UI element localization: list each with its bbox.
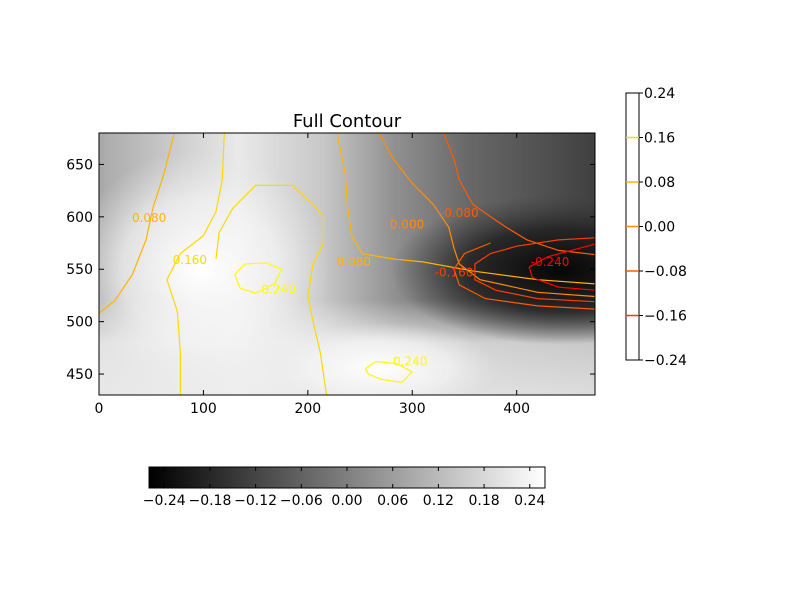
- heatmap-dark-region: [390, 195, 595, 345]
- contour-line: [443, 133, 595, 256]
- image-colorbar-tick-label: 0.12: [423, 493, 454, 509]
- contour-line: [364, 360, 414, 384]
- contour-colorbar: 0.24 0.16 0.08 0.00 −0.08 −0.16 −0.24: [625, 86, 687, 369]
- contour-line: [474, 237, 595, 303]
- heatmap-bright-region-low: [260, 323, 500, 395]
- contour-colorbar-tick-label: 0.08: [644, 175, 675, 191]
- x-tick-label: 400: [503, 401, 530, 417]
- x-tick-label: 0: [95, 401, 104, 417]
- image-colorbar-tick-label: 0.06: [377, 493, 408, 509]
- image-colorbar-tick-label: 0.24: [514, 493, 545, 509]
- contour-line: [234, 262, 283, 294]
- contour-colorbar-tick-label: −0.16: [644, 309, 687, 325]
- contour-lines: [99, 133, 595, 395]
- contour-line: [336, 133, 595, 285]
- contour-colorbar-tick-label: −0.24: [644, 353, 687, 369]
- contour-colorbar-tick-label: −0.08: [644, 264, 687, 280]
- contour-label: -0.240: [531, 255, 570, 269]
- contour-line: [99, 133, 175, 314]
- y-tick-label: 550: [66, 262, 93, 278]
- x-tick-label: 100: [190, 401, 217, 417]
- y-tick-label: 600: [66, 210, 93, 226]
- image-colorbar: −0.24 −0.18 −0.12 −0.06 0.00 0.06 0.12 0.18 0.24: [143, 466, 546, 509]
- contour-label: 0.080: [132, 211, 166, 225]
- image-colorbar-tick-label: −0.24: [143, 493, 186, 509]
- x-tick-label: 300: [399, 401, 426, 417]
- contour-line: [215, 184, 328, 395]
- contour-labels: 0.080 0.160 0.240 0.240 0.080 0.000 -0.080 -0.1…: [132, 206, 570, 369]
- contour-colorbar-tick-label: 0.00: [644, 220, 675, 236]
- image-colorbar-tick-label: −0.18: [188, 493, 231, 509]
- contour-colorbar-tick-label: 0.24: [644, 86, 675, 102]
- y-tick-label: 450: [66, 367, 93, 383]
- contour-label: 0.240: [393, 355, 427, 369]
- contour-colorbar-tick-label: 0.16: [644, 131, 675, 147]
- contour-label: -0.080: [440, 206, 479, 220]
- axes: 0 100 200 300 400 450 500 550 600 650: [66, 133, 595, 417]
- contour-label: 0.000: [390, 217, 424, 231]
- contour-label: -0.160: [435, 266, 474, 280]
- contour-line: [453, 242, 595, 310]
- heatmap-bright-region: [99, 150, 330, 390]
- contour-label: 0.160: [173, 253, 207, 267]
- image-colorbar-tick-label: −0.12: [234, 493, 277, 509]
- image-colorbar-tick-label: 0.00: [331, 493, 362, 509]
- plot-frame: [98, 132, 596, 396]
- x-tick-label: 200: [294, 401, 321, 417]
- contour-label: 0.080: [337, 255, 371, 269]
- contour-line: [378, 133, 595, 298]
- image-colorbar-tick-label: −0.06: [280, 493, 323, 509]
- chart-title: Full Contour: [293, 111, 402, 132]
- y-tick-label: 650: [66, 157, 93, 173]
- contour-line: [166, 133, 225, 395]
- contour-line: [528, 243, 595, 291]
- y-tick-label: 500: [66, 315, 93, 331]
- contour-label: 0.240: [261, 282, 295, 296]
- image-colorbar-tick-label: 0.18: [468, 493, 499, 509]
- heatmap-plot-area: 0.080 0.160 0.240 0.240 0.080 0.000 -0.080 -0.1…: [99, 133, 595, 395]
